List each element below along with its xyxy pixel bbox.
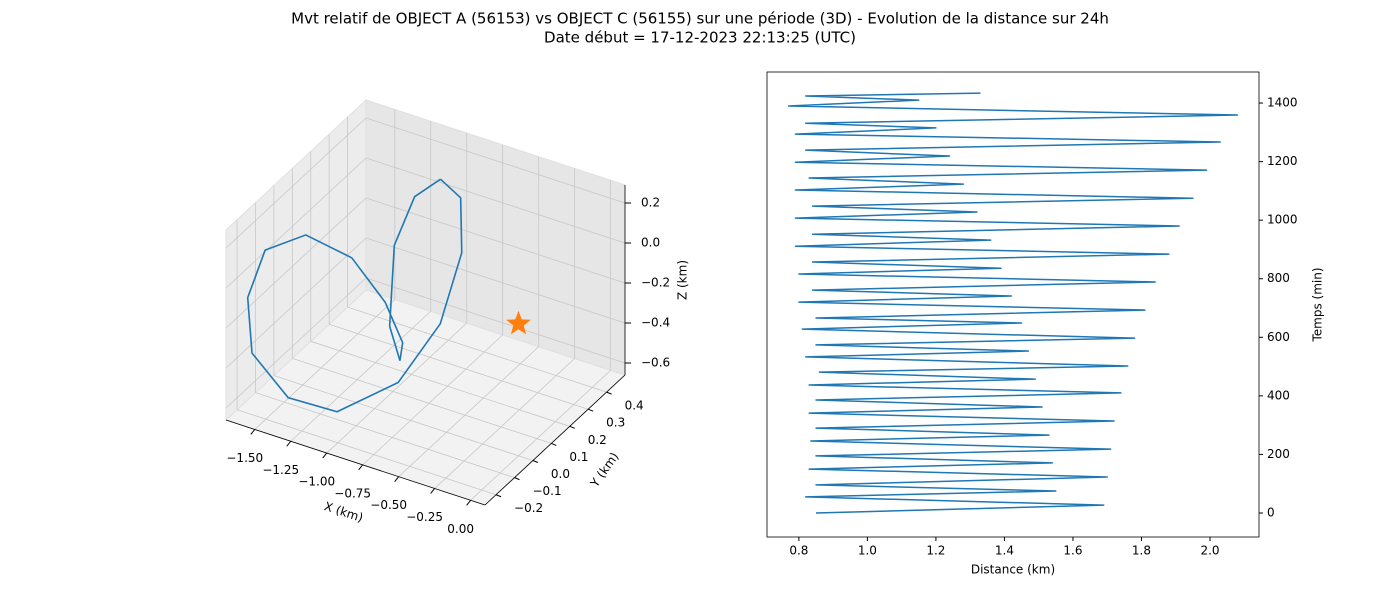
grid-line bbox=[365, 277, 626, 364]
grid-line bbox=[365, 117, 626, 204]
y-tick bbox=[532, 460, 539, 463]
z-tick-label: 0.0 bbox=[641, 236, 660, 250]
y-tick-label: 1400 bbox=[1267, 96, 1298, 110]
y-tick-label: −0.1 bbox=[532, 484, 561, 498]
grid-line bbox=[365, 237, 626, 324]
star-marker bbox=[506, 310, 531, 335]
z-tick-label: −0.6 bbox=[641, 356, 670, 370]
grid-line bbox=[329, 323, 589, 410]
x-tick-label: 1.8 bbox=[1132, 544, 1151, 558]
x-tick bbox=[394, 476, 400, 482]
y-tick-label: 0.1 bbox=[569, 450, 588, 464]
grid-line bbox=[365, 197, 626, 284]
y-axis bbox=[484, 374, 626, 506]
x-tick-label: 0.8 bbox=[789, 544, 808, 558]
y-tick-label: 0.4 bbox=[625, 399, 644, 413]
grid-line bbox=[310, 340, 570, 427]
x-tick-label: 1.4 bbox=[995, 544, 1014, 558]
y-tick-label: 0 bbox=[1267, 505, 1275, 519]
grid-line bbox=[398, 346, 539, 477]
z-tick-label: −0.2 bbox=[641, 276, 670, 290]
x-axis-label: X (km) bbox=[322, 499, 364, 525]
x-tick-label: 1.0 bbox=[858, 544, 877, 558]
y-tick bbox=[569, 425, 575, 429]
grid-line bbox=[362, 334, 503, 466]
y-tick-label: 400 bbox=[1267, 388, 1290, 402]
z-tick-label: −0.4 bbox=[641, 316, 670, 330]
y-tick-label: 800 bbox=[1267, 271, 1290, 285]
x-tick bbox=[286, 440, 292, 447]
grid-line bbox=[326, 322, 467, 454]
x-tick bbox=[322, 452, 328, 459]
figure-subtitle: Date début = 17-12-2023 22:13:25 (UTC) bbox=[544, 29, 856, 47]
y-axis-label: Y (km) bbox=[587, 450, 622, 491]
grid-line bbox=[225, 197, 367, 329]
y-tick-label: 0.2 bbox=[588, 433, 607, 447]
x-tick-label: −0.75 bbox=[334, 486, 371, 500]
y-tick bbox=[606, 391, 612, 395]
y-tick-label: 1000 bbox=[1267, 213, 1298, 227]
distance-line bbox=[787, 92, 1239, 514]
y-tick bbox=[551, 442, 557, 446]
x-tick bbox=[466, 499, 472, 506]
grid-line bbox=[470, 369, 611, 501]
grid-line bbox=[292, 358, 552, 444]
y-tick-label: 200 bbox=[1267, 447, 1290, 461]
grid-line bbox=[434, 358, 575, 489]
grid-line bbox=[347, 306, 607, 393]
z-axis-label: Z (km) bbox=[676, 260, 690, 300]
grid-line bbox=[225, 117, 367, 249]
x-axis bbox=[225, 419, 486, 506]
grid-line bbox=[225, 237, 367, 369]
trajectory bbox=[246, 178, 463, 413]
grid-line bbox=[365, 157, 626, 244]
x-tick-label: 0.00 bbox=[447, 522, 474, 536]
figure-title: Mvt relatif de OBJECT A (56153) vs OBJEC… bbox=[291, 10, 1109, 28]
x-tick-label: 1.2 bbox=[926, 544, 945, 558]
grid-line bbox=[290, 310, 432, 442]
y-tick-label: 600 bbox=[1267, 330, 1290, 344]
x-tick-label: −1.25 bbox=[262, 463, 299, 477]
plot-frame bbox=[766, 71, 1260, 538]
y-axis-label: Temps (min) bbox=[1311, 267, 1325, 342]
y-tick-label: 1200 bbox=[1267, 154, 1298, 168]
y-tick bbox=[495, 494, 502, 498]
grid-line bbox=[225, 277, 367, 409]
x-tick-label: −0.25 bbox=[406, 510, 443, 524]
y-tick bbox=[587, 408, 594, 412]
y-tick bbox=[514, 477, 520, 481]
grid-line bbox=[255, 392, 515, 479]
x-tick-label: 1.6 bbox=[1063, 544, 1082, 558]
x-axis-label: Distance (km) bbox=[971, 563, 1055, 577]
x-tick bbox=[358, 464, 364, 471]
y-tick-label: 0.0 bbox=[551, 467, 570, 481]
grid-line bbox=[254, 299, 396, 430]
x-tick bbox=[250, 429, 256, 435]
grid-line bbox=[225, 157, 367, 289]
y-tick-label: 0.3 bbox=[606, 416, 625, 430]
x-tick-label: −1.50 bbox=[226, 451, 263, 465]
z-tick-label: 0.2 bbox=[641, 196, 660, 210]
grid-line bbox=[273, 375, 534, 461]
x-tick-label: −0.50 bbox=[370, 498, 407, 512]
x-tick-label: 2.0 bbox=[1200, 544, 1219, 558]
x-tick bbox=[430, 488, 436, 494]
y-tick-label: −0.2 bbox=[514, 501, 543, 515]
grid-line bbox=[236, 409, 497, 496]
x-tick-label: −1.00 bbox=[298, 475, 335, 489]
